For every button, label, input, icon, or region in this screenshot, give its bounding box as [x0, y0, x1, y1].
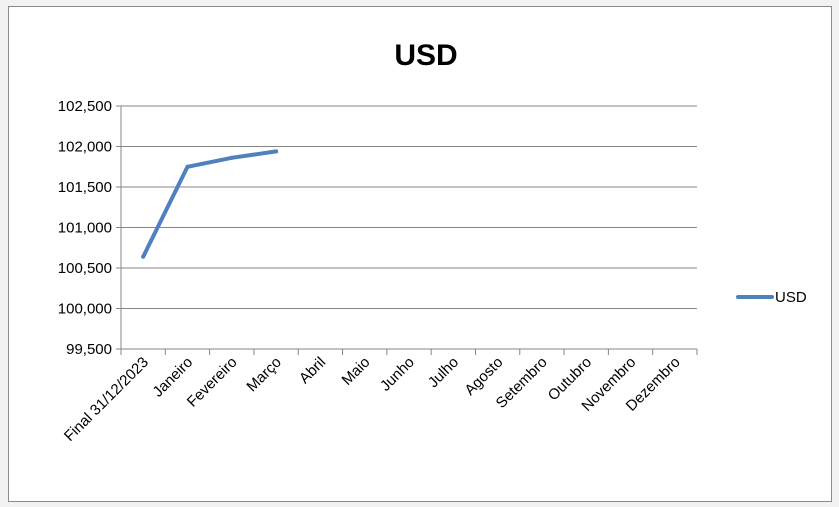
x-tick-label: Maio — [339, 354, 374, 389]
gridlines — [121, 105, 697, 309]
x-tick-label: Final 31/12/2023 — [61, 354, 152, 445]
x-tick-label: Julho — [425, 354, 462, 391]
series-layer — [141, 149, 279, 259]
chart-container: USD 99,500 100,000 100,500 101,000 101,500 10… — [8, 6, 832, 502]
y-tick-label: 100,000 — [58, 301, 112, 318]
y-tick-label: 99,500 — [66, 341, 112, 358]
data-point — [274, 149, 279, 154]
chart-title: USD — [394, 39, 457, 72]
x-tick-label: Junho — [377, 354, 418, 395]
y-tick-label: 102,000 — [58, 139, 112, 156]
legend-label: USD — [775, 289, 807, 306]
y-tick-label: 101,000 — [58, 220, 112, 237]
data-point — [185, 164, 190, 169]
x-tick-label: Março — [243, 354, 284, 395]
line-chart: USD 99,500 100,000 100,500 101,000 101,500 10… — [58, 39, 807, 445]
x-tick-label: Abril — [296, 354, 329, 387]
y-tick-label: 101,500 — [58, 179, 112, 196]
data-point — [229, 155, 234, 160]
y-axis-ticks: 99,500 100,000 100,500 101,000 101,500 102,00… — [58, 98, 121, 358]
data-point — [141, 254, 146, 259]
legend: USD — [736, 289, 807, 306]
series-line-usd — [141, 149, 279, 259]
y-tick-label: 102,500 — [58, 98, 112, 115]
y-tick-label: 100,500 — [58, 260, 112, 277]
